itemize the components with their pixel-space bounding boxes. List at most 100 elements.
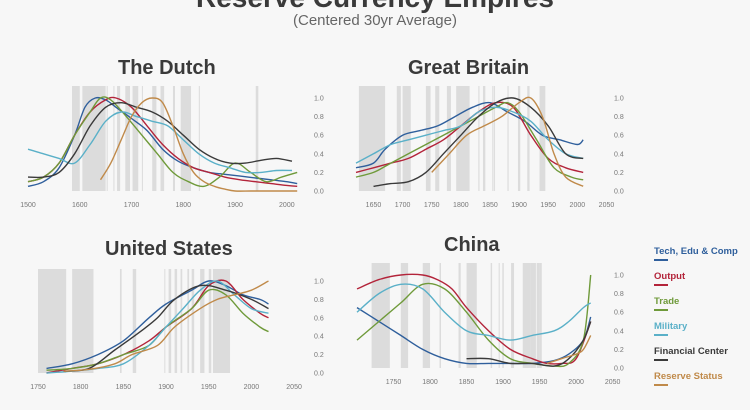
x-tick-label: 1650	[366, 202, 382, 209]
war-band	[527, 86, 530, 191]
x-tick-label: 2000	[570, 202, 586, 209]
y-tick-label: 0.8	[614, 291, 624, 298]
series-line	[356, 274, 592, 368]
legend-swatch	[654, 259, 668, 261]
war-band	[212, 269, 231, 373]
x-tick-label: 1900	[495, 379, 511, 386]
legend-item-trade: Trade	[654, 296, 750, 311]
y-tick-label: 0.0	[614, 366, 624, 373]
y-tick-label: 1.0	[314, 279, 324, 286]
war-band	[72, 86, 80, 191]
war-band	[208, 269, 212, 373]
x-tick-label: 1950	[540, 202, 556, 209]
war-band	[187, 269, 190, 373]
war-band	[164, 269, 166, 373]
legend-label: Reserve Status	[654, 371, 723, 382]
x-tick-label: 2050	[599, 202, 615, 209]
war-band	[530, 263, 536, 368]
y-tick-label: 0.2	[314, 352, 324, 359]
panel-title-china: China	[444, 234, 500, 256]
war-band	[439, 263, 441, 368]
legend-label: Trade	[654, 296, 680, 307]
war-band	[446, 86, 451, 191]
x-tick-label: 1800	[422, 379, 438, 386]
war-band	[482, 86, 486, 191]
war-band	[198, 86, 200, 191]
war-band	[191, 269, 195, 373]
war-band	[511, 263, 515, 368]
x-tick-label: 1800	[453, 202, 469, 209]
war-band	[106, 86, 108, 191]
chart-panel: 0.0 0.2 0.4 0.6 0.8 1.0 1650 1700 1750 1800 1850 19…	[355, 86, 624, 209]
y-tick-label: 1.0	[614, 273, 624, 280]
x-tick-label: 1950	[532, 379, 548, 386]
war-band	[400, 263, 409, 368]
war-band	[141, 86, 143, 191]
war-band	[507, 86, 509, 191]
legend-item-tech: Tech, Edu & Comp	[654, 246, 750, 261]
war-band	[522, 263, 531, 368]
x-tick-label: 1700	[124, 202, 140, 209]
war-band	[490, 263, 493, 368]
x-tick-label: 1800	[73, 384, 89, 391]
war-band	[502, 263, 504, 368]
y-tick-label: 0.0	[314, 189, 324, 196]
war-band	[113, 86, 115, 191]
x-tick-label: 1900	[511, 202, 527, 209]
x-tick-label: 1600	[72, 202, 88, 209]
legend-item-output: Output	[654, 271, 750, 286]
war-band	[200, 269, 205, 373]
series-line	[63, 284, 269, 372]
x-tick-label: 1750	[424, 202, 440, 209]
y-tick-label: 0.0	[314, 371, 324, 378]
y-tick-label: 0.8	[614, 114, 624, 121]
war-band	[255, 86, 259, 191]
legend-label: Output	[654, 271, 686, 282]
x-tick-label: 1850	[116, 384, 132, 391]
series-line	[27, 102, 293, 179]
x-tick-label: 1950	[201, 384, 217, 391]
series-line	[356, 273, 592, 365]
x-tick-label: 1800	[176, 202, 192, 209]
x-tick-label: 1900	[227, 202, 243, 209]
war-band	[119, 269, 122, 373]
x-tick-label: 1500	[20, 202, 36, 209]
y-tick-label: 0.2	[314, 170, 324, 177]
y-tick-label: 0.6	[314, 133, 324, 140]
series-line	[355, 106, 584, 164]
panel-title-dutch: The Dutch	[118, 57, 216, 79]
war-band	[132, 86, 139, 191]
y-tick-label: 0.4	[314, 151, 324, 158]
legend-swatch	[654, 284, 668, 286]
x-tick-label: 1700	[395, 202, 411, 209]
x-tick-label: 2050	[286, 384, 302, 391]
series-line	[373, 97, 584, 187]
y-tick-label: 0.8	[314, 114, 324, 121]
y-tick-label: 0.2	[614, 347, 624, 354]
x-tick-label: 2000	[279, 202, 295, 209]
war-band	[539, 263, 542, 368]
y-tick-label: 0.0	[614, 189, 624, 196]
war-band	[458, 263, 461, 368]
war-band	[425, 86, 431, 191]
x-tick-label: 1750	[386, 379, 402, 386]
legend: Tech, Edu & Comp Output Trade Military F…	[654, 246, 750, 396]
chart-panel: 0.0 0.2 0.4 0.6 0.8 1.0 1500 1600 1700 1800 1900 20…	[20, 86, 324, 209]
legend-item-financial-center: Financial Center	[654, 346, 750, 361]
war-band	[132, 269, 137, 373]
legend-swatch	[654, 309, 668, 311]
war-band	[160, 86, 165, 191]
legend-swatch	[654, 359, 668, 361]
y-tick-label: 0.4	[614, 151, 624, 158]
legend-item-military: Military	[654, 321, 750, 336]
war-band	[478, 86, 480, 191]
x-tick-label: 1900	[158, 384, 174, 391]
legend-label: Military	[654, 321, 688, 332]
legend-swatch	[654, 384, 668, 386]
war-band	[168, 269, 172, 373]
war-band	[498, 263, 500, 368]
war-band	[72, 269, 94, 373]
y-tick-label: 1.0	[314, 96, 324, 103]
series-line	[546, 335, 592, 365]
